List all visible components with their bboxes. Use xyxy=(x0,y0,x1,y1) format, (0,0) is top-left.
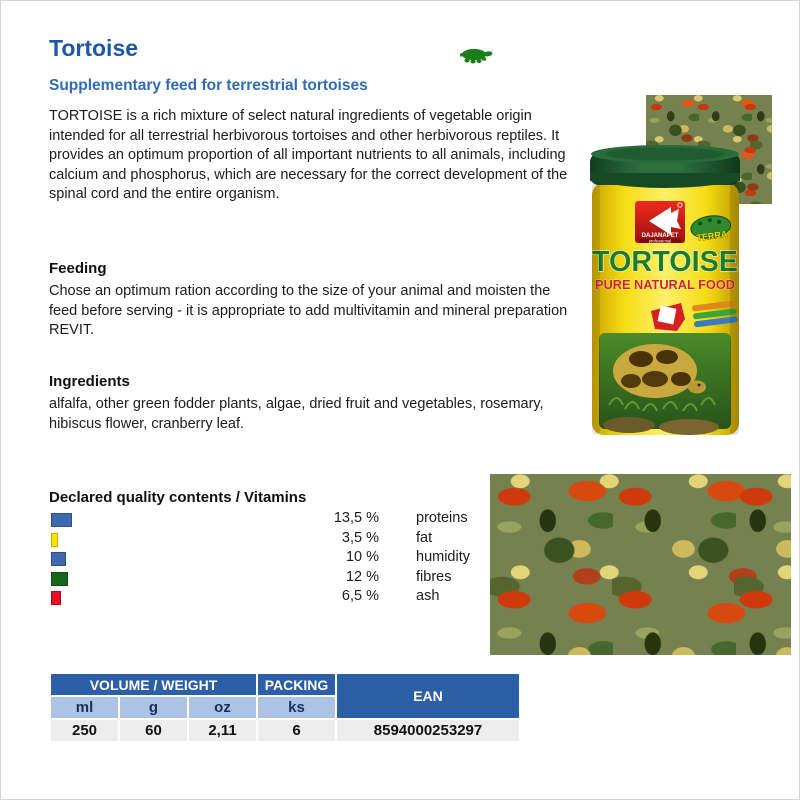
table-row: 250 60 2,11 6 8594000253297 xyxy=(51,720,519,741)
proteins-color-bar xyxy=(51,513,72,527)
nutrient-row-fibres: 12 % fibres xyxy=(49,569,499,589)
turtle-icon xyxy=(458,46,494,66)
page-subtitle: Supplementary feed for terrestrial torto… xyxy=(49,77,368,94)
humidity-value: 10 % xyxy=(345,549,379,565)
packaging-table: VOLUME / WEIGHT PACKING EAN ml g oz ks 2… xyxy=(49,672,521,743)
fibres-label: fibres xyxy=(416,568,452,585)
brand-name: DAJANAPET xyxy=(642,233,679,239)
feeding-heading: Feeding xyxy=(49,260,107,277)
nutrient-row-humidity: 10 % humidity xyxy=(49,549,499,569)
ingredients-text: alfalfa, other green fodder plants, alga… xyxy=(49,396,544,432)
volume-ml-value: 250 xyxy=(51,720,118,741)
product-jar-photo: DAJANAPET professional TERRA TORTOISE PU… xyxy=(589,143,741,441)
nutrient-row-proteins: 13,5 % proteins xyxy=(49,510,499,530)
food-mix-photo-large xyxy=(490,474,791,655)
label-emblem xyxy=(651,300,738,331)
weight-oz-value: 2,11 xyxy=(189,720,256,741)
humidity-color-bar xyxy=(51,552,66,566)
page-title: Tortoise xyxy=(49,35,139,61)
ash-value: 6,5 % xyxy=(341,588,379,604)
product-description: TORTOISE is a rich mixture of select nat… xyxy=(49,108,568,202)
nutrient-row-fat: 3,5 % fat xyxy=(49,530,499,550)
ean-value: 8594000253297 xyxy=(337,720,519,741)
ingredients-heading: Ingredients xyxy=(49,373,130,390)
oz-subheader: oz xyxy=(189,697,256,718)
proteins-label: proteins xyxy=(416,510,468,526)
fat-label: fat xyxy=(416,529,433,546)
jar-tagline: PURE NATURAL FOOD xyxy=(595,278,735,292)
terra-badge: TERRA xyxy=(690,215,732,243)
ean-header: EAN xyxy=(337,674,519,718)
packing-ks-value: 6 xyxy=(258,720,335,741)
ks-subheader: ks xyxy=(258,697,335,718)
g-subheader: g xyxy=(120,697,187,718)
brand-sub: professional xyxy=(649,238,672,243)
weight-g-value: 60 xyxy=(120,720,187,741)
quality-contents-heading: Declared quality contents / Vitamins xyxy=(49,489,307,506)
terra-text: TERRA xyxy=(696,229,729,243)
feeding-text: Chose an optimum ration according to the… xyxy=(49,283,568,338)
jar-product-name: TORTOISE xyxy=(592,246,738,278)
label-tortoise-photo xyxy=(599,333,731,435)
packing-header: PACKING xyxy=(258,674,335,695)
fat-value: 3,5 % xyxy=(341,529,379,546)
ash-color-bar xyxy=(51,591,61,605)
brand-logo: DAJANAPET professional xyxy=(635,201,685,243)
jar-lid xyxy=(590,145,740,188)
fat-color-bar xyxy=(51,532,58,547)
fibres-value: 12 % xyxy=(345,568,379,585)
proteins-value: 13,5 % xyxy=(333,510,379,526)
ash-label: ash xyxy=(416,588,440,604)
ml-subheader: ml xyxy=(51,697,118,718)
humidity-label: humidity xyxy=(416,549,470,565)
volume-weight-header: VOLUME / WEIGHT xyxy=(51,674,256,695)
fibres-color-bar xyxy=(51,571,68,586)
nutrient-row-ash: 6,5 % ash xyxy=(49,588,499,608)
